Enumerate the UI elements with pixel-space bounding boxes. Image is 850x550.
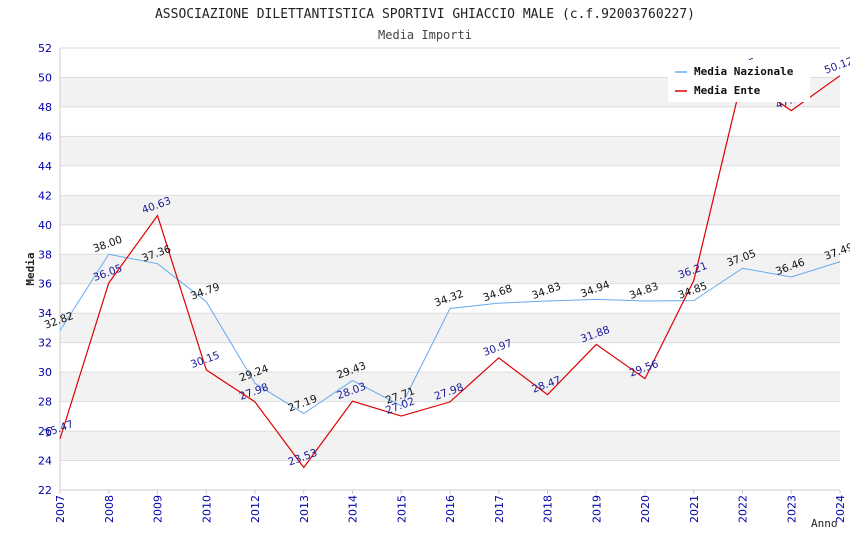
series-lines [59, 75, 841, 469]
x-tick-2018: 2018 [542, 495, 555, 523]
x-tick-2007: 2007 [54, 495, 67, 523]
legend-label-ente: Media Ente [694, 84, 761, 97]
chart-title: ASSOCIAZIONE DILETTANTISTICA SPORTIVI GH… [155, 7, 695, 22]
band-32 [60, 313, 840, 343]
y-tick-42: 42 [38, 189, 52, 202]
y-tick-36: 36 [38, 278, 52, 291]
x-tick-2024: 2024 [834, 495, 847, 523]
y-tick-38: 38 [38, 248, 52, 261]
legend: Media Nazionale Media Ente [668, 60, 810, 102]
series-line-ente [59, 75, 841, 469]
y-tick-52: 52 [38, 42, 52, 55]
y-tick-46: 46 [38, 130, 52, 143]
data-label-nazionale-2017: 34.68 [482, 283, 514, 305]
x-tick-2017: 2017 [493, 495, 506, 523]
y-tick-48: 48 [38, 101, 52, 114]
y-tick-22: 22 [38, 484, 52, 497]
x-tick-2022: 2022 [737, 495, 750, 523]
x-tick-2023: 2023 [785, 495, 798, 523]
band-24 [60, 431, 840, 461]
x-axis-label: Anno [811, 517, 838, 530]
data-label-ente-2024: 50.12 [823, 55, 850, 77]
x-tick-labels: 2007 2008 2009 2010 2012 2013 2014 2015 2016 2017… [54, 490, 847, 523]
band-36 [60, 254, 840, 284]
x-tick-2015: 2015 [395, 495, 408, 523]
y-tick-40: 40 [38, 219, 52, 232]
y-tick-32: 32 [38, 337, 52, 350]
x-tick-2020: 2020 [639, 495, 652, 523]
band-40 [60, 195, 840, 225]
x-tick-2009: 2009 [152, 495, 165, 523]
chart-subtitle: Media Importi [378, 28, 472, 42]
y-tick-26: 26 [38, 425, 52, 438]
legend-box [668, 60, 810, 102]
y-tick-34: 34 [38, 307, 52, 320]
x-tick-2012: 2012 [249, 495, 262, 523]
y-tick-24: 24 [38, 455, 52, 468]
x-tick-2014: 2014 [347, 495, 360, 523]
x-tick-2019: 2019 [590, 495, 603, 523]
series-line-nazionale [59, 253, 841, 415]
x-tick-2013: 2013 [298, 495, 311, 523]
legend-label-nazionale: Media Nazionale [694, 65, 794, 78]
y-tick-50: 50 [38, 71, 52, 84]
band-44 [60, 136, 840, 166]
y-tick-28: 28 [38, 396, 52, 409]
y-axis-label: Media [24, 252, 37, 285]
plot-background-bands [60, 77, 840, 461]
data-label-nazionale-2008: 38.00 [92, 234, 124, 256]
y-tick-labels: 22 24 26 28 30 32 34 36 38 40 42 44 46 48 50 52 [38, 42, 52, 497]
x-tick-2016: 2016 [444, 495, 457, 523]
data-label-nazionale-2016: 34.32 [433, 288, 465, 310]
x-tick-2010: 2010 [200, 495, 213, 523]
y-tick-30: 30 [38, 366, 52, 379]
x-tick-2021: 2021 [688, 495, 701, 523]
y-tick-44: 44 [38, 160, 52, 173]
band-28 [60, 372, 840, 402]
x-tick-2008: 2008 [103, 495, 116, 523]
